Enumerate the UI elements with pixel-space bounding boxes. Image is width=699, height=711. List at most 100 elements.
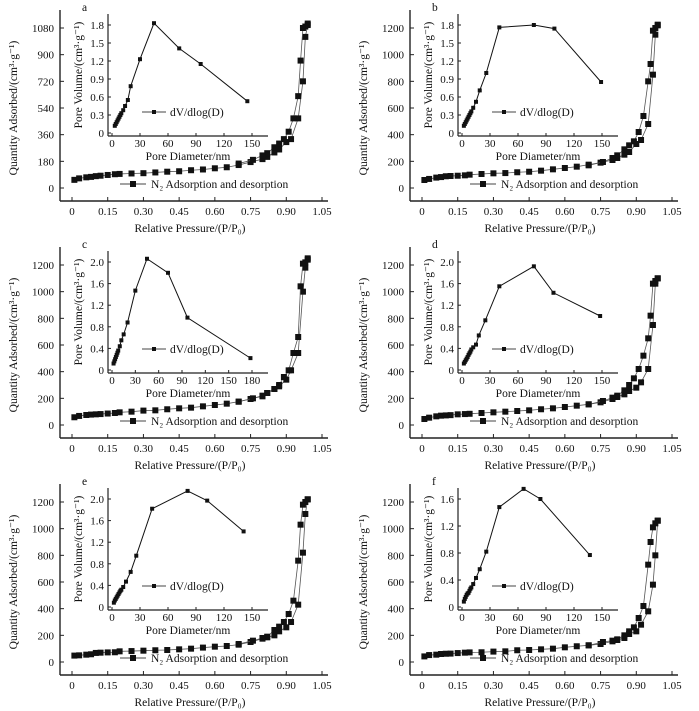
adsorption-point	[188, 645, 195, 652]
inset-legend-label: dV/dlog(D)	[520, 344, 574, 356]
pore-distribution-point	[462, 596, 467, 601]
main-x-tick-label: 0.30	[134, 680, 154, 692]
main-x-tick-label: 0.75	[591, 206, 611, 218]
main-y-tick-label: 1000	[32, 524, 55, 536]
adsorption-point	[302, 511, 309, 517]
adsorption-point	[461, 172, 468, 179]
inset-legend-marker	[502, 347, 506, 351]
adsorption-point	[140, 647, 147, 654]
adsorption-point	[442, 173, 449, 180]
inset-y-tick-label: 2.0	[90, 257, 104, 269]
adsorption-point	[88, 411, 95, 418]
desorption-point	[276, 623, 283, 630]
adsorption-point	[176, 646, 183, 653]
inset-x-tick-label: 150	[220, 375, 237, 387]
desorption-point	[290, 115, 297, 122]
inset-x-tick-label: 60	[153, 375, 165, 387]
desorption-point	[609, 394, 616, 401]
main-x-tick-label: 1.05	[312, 680, 332, 692]
main-y-tick-label: 400	[388, 130, 405, 142]
pore-distribution-point	[497, 505, 502, 510]
panel-label: c	[82, 239, 87, 251]
panel-label: b	[432, 2, 438, 14]
adsorption-point	[104, 171, 111, 178]
main-legend-label: N₂ Adsorption and desorption	[501, 179, 638, 191]
adsorption-point	[502, 170, 509, 177]
inset-x-tick-label: 120	[216, 612, 233, 624]
inset-y-axis-label: Pore Volume/(cm³·g⁻¹)	[423, 21, 435, 128]
pore-distribution-point	[599, 80, 604, 84]
adsorption-point	[447, 650, 454, 657]
desorption-point	[264, 633, 271, 640]
adsorption-point	[549, 166, 556, 173]
inset-legend-label: dV/dlog(D)	[170, 107, 224, 119]
main-x-tick-label: 0.60	[555, 206, 575, 218]
adsorption-point	[88, 651, 95, 658]
adsorption-point	[271, 149, 278, 156]
pore-distribution-point	[121, 585, 126, 590]
main-x-tick-label: 0.30	[484, 443, 504, 455]
panel-label: d	[432, 239, 438, 251]
pore-distribution-point	[123, 104, 128, 108]
desorption-point	[652, 520, 659, 527]
pore-distribution-point	[150, 506, 155, 511]
pore-distribution-point	[119, 111, 124, 116]
desorption-point	[235, 398, 242, 405]
desorption-point	[295, 557, 302, 564]
adsorption-point	[76, 175, 83, 182]
adsorption-point	[116, 409, 123, 416]
inset-y-tick-label: 1.2	[90, 300, 104, 312]
desorption-point	[609, 637, 616, 644]
main-x-tick-label: 0.45	[520, 443, 540, 455]
pore-distribution-point	[467, 588, 472, 593]
pore-distribution-point	[125, 98, 130, 102]
pore-distribution-point	[133, 288, 138, 293]
desorption-point	[635, 615, 642, 621]
pore-distribution-point	[166, 270, 170, 275]
adsorption-point	[111, 410, 118, 416]
adsorption-point	[211, 402, 218, 408]
main-x-tick-label: 0.60	[555, 443, 575, 455]
inset-x-tick-label: 120	[566, 138, 583, 150]
desorption-point	[295, 93, 302, 100]
main-x-tick-label: 0.15	[448, 680, 468, 692]
inset-x-tick-label: 150	[594, 375, 611, 387]
desorption-point	[599, 159, 606, 165]
adsorption-point	[199, 403, 206, 410]
desorption-point	[630, 624, 637, 631]
main-y-tick-label: 1000	[382, 50, 405, 62]
desorption-point	[249, 395, 256, 402]
adsorption-point	[152, 407, 159, 414]
main-y-tick-label: 0	[399, 183, 405, 195]
main-y-tick-label: 540	[38, 103, 55, 115]
adsorption-point	[621, 391, 628, 398]
main-y-tick-label: 800	[388, 313, 405, 325]
inset-y-axis-label: Pore Volume/(cm³·g⁻¹)	[73, 495, 85, 602]
adsorption-point	[638, 621, 645, 628]
adsorption-point	[288, 619, 295, 625]
inset-y-tick-label: 2.0	[440, 257, 454, 269]
main-y-tick-label: 180	[38, 156, 55, 168]
desorption-point	[280, 619, 287, 625]
adsorption-point	[116, 648, 123, 655]
adsorption-point	[626, 149, 633, 155]
inset-y-tick-label: 1.2	[440, 56, 454, 68]
adsorption-point	[490, 170, 497, 177]
adsorption-point	[466, 410, 473, 417]
main-x-tick-label: 0.75	[241, 443, 261, 455]
adsorption-point	[573, 163, 580, 170]
panel-label: f	[432, 476, 436, 488]
chart-svg-b: 0 0.15 0.30 0.45 0.60 0.75 0.90 1.0502004006008…	[358, 2, 682, 235]
inset-x-tick-label: 30	[485, 375, 497, 387]
pore-distribution-point	[245, 99, 250, 104]
main-y-tick-label: 600	[38, 577, 55, 589]
inset-x-tick-label: 90	[191, 138, 203, 150]
pore-distribution-point	[476, 333, 481, 338]
main-x-tick-label: 0.15	[448, 443, 468, 455]
adsorption-point	[573, 643, 580, 650]
pore-distribution-point	[116, 348, 121, 353]
inset-legend-marker	[152, 110, 156, 114]
adsorption-point	[199, 644, 206, 651]
main-y-tick-label: 400	[38, 604, 55, 616]
